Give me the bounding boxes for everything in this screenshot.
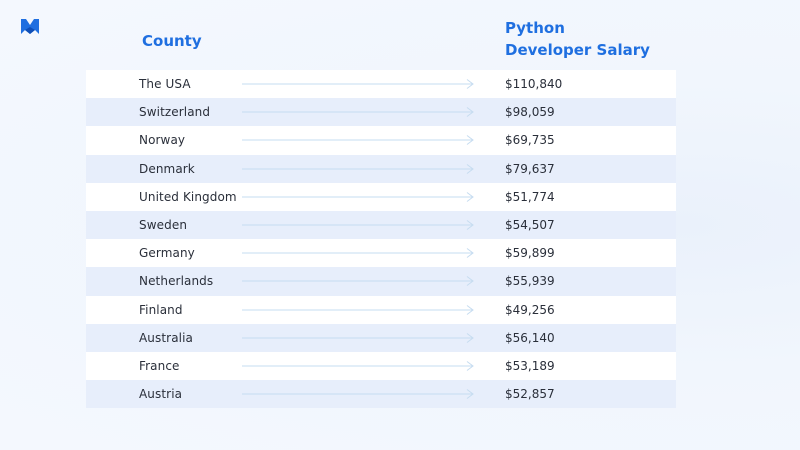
table-row: Australia $56,140: [86, 323, 676, 352]
table-row: United Kingdom $51,774: [86, 182, 676, 211]
country-name: Finland: [139, 302, 183, 317]
country-name: France: [139, 358, 180, 373]
salary-value: $98,059: [505, 105, 555, 120]
salary-value: $56,140: [505, 330, 555, 345]
salary-value: $55,939: [505, 274, 555, 289]
country-name: Denmark: [139, 161, 195, 176]
table-row: Sweden $54,507: [86, 210, 676, 240]
country-name: The USA: [139, 77, 191, 92]
arrow-right-icon: [242, 79, 474, 89]
salary-value: $51,774: [505, 189, 555, 204]
country-name: Norway: [139, 133, 186, 148]
table-row: The USA $110,840: [86, 70, 676, 99]
arrow-right-icon: [242, 163, 474, 174]
salary-value: $54,507: [505, 218, 555, 233]
arrow-right-icon: [242, 361, 474, 371]
salary-value: $69,735: [505, 133, 555, 148]
salary-table: The USA $110,840 Switzerland $98,059 Norway $…: [86, 70, 676, 409]
country-name: Switzerland: [139, 105, 211, 120]
salary-header-line1: Python: [505, 19, 565, 37]
country-name: Netherlands: [139, 274, 214, 289]
arrow-right-icon: [242, 135, 474, 146]
country-name: Australia: [139, 330, 193, 345]
m-logo-icon: [21, 19, 39, 34]
arrow-right-icon: [242, 332, 474, 343]
arrow-right-icon: [242, 304, 474, 315]
arrow-right-icon: [242, 248, 474, 259]
country-name: Germany: [139, 246, 195, 261]
salary-value: $49,256: [505, 302, 555, 317]
arrow-right-icon: [242, 220, 474, 230]
country-name: Austria: [139, 387, 183, 402]
salary-value: $79,637: [505, 161, 555, 176]
table-row: Austria $52,857: [86, 380, 676, 409]
arrow-right-icon: [242, 191, 474, 202]
arrow-right-icon: [242, 107, 474, 118]
salary-value: $110,840: [505, 77, 563, 92]
salary-value: $53,189: [505, 358, 555, 373]
table-row: Denmark $79,637: [86, 154, 676, 183]
table-row: Norway $69,735: [86, 126, 676, 155]
table-row: Finland $49,256: [86, 295, 676, 324]
salary-column-header: Python Developer Salary: [505, 17, 650, 61]
country-name: United Kingdom: [139, 189, 237, 204]
country-name: Sweden: [139, 218, 188, 233]
salary-value: $59,899: [505, 246, 555, 261]
arrow-right-icon: [242, 389, 474, 400]
country-column-header: County: [142, 32, 202, 50]
arrow-right-icon: [242, 276, 474, 287]
table-row: Switzerland $98,059: [86, 98, 676, 127]
table-row: Netherlands $55,939: [86, 267, 676, 296]
table-row: France $53,189: [86, 351, 676, 381]
salary-value: $52,857: [505, 387, 555, 402]
salary-header-line2: Developer Salary: [505, 41, 650, 59]
table-row: Germany $59,899: [86, 239, 676, 268]
